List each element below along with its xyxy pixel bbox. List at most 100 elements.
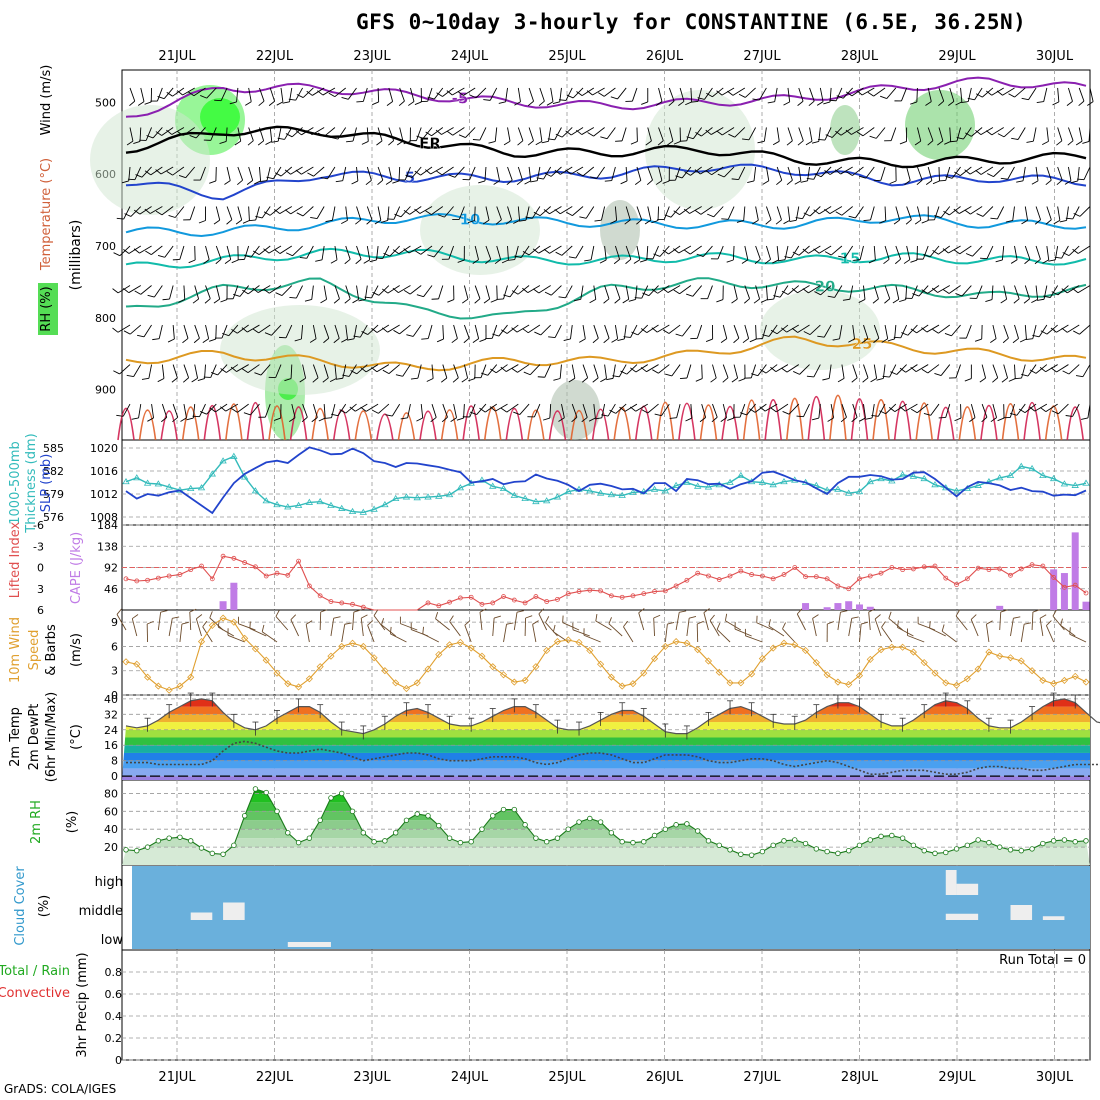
wind-barb (548, 336, 556, 338)
wind-barb (679, 206, 692, 216)
wind10m-barb (516, 610, 524, 613)
wind-barb (199, 411, 207, 415)
wind-barb (496, 245, 502, 260)
wind-barb (581, 127, 595, 135)
wind-barb (873, 285, 879, 300)
wind-barb (399, 324, 411, 335)
wind-speed-marker (208, 621, 216, 629)
wind-barb (765, 364, 778, 374)
wind-barb (144, 101, 152, 105)
wind-barb (166, 170, 173, 176)
wind-speed-marker (456, 638, 464, 646)
wind-barb (571, 416, 578, 423)
wind-barb (416, 417, 423, 422)
wind-speed-marker (327, 652, 335, 660)
wind-speed-marker (284, 680, 292, 688)
wind-barb (990, 217, 998, 220)
wind-barb (598, 92, 605, 97)
wind-barb (969, 417, 976, 423)
wind-barb (372, 101, 379, 106)
rh-band (122, 838, 1090, 848)
rh2m-marker (220, 851, 226, 857)
wind-barb (925, 180, 933, 185)
wind-barb (684, 171, 691, 176)
wind-barb (731, 377, 738, 383)
wind-barb (655, 180, 663, 185)
wind-barb (187, 91, 195, 97)
wind-barb (624, 219, 631, 225)
wind-barb (948, 245, 961, 254)
wind-barb (1079, 206, 1091, 217)
rh2m-marker (619, 839, 625, 845)
wind-barb (119, 364, 131, 375)
warm-contour-line (591, 408, 610, 441)
wind-barb (1028, 87, 1037, 100)
thickness-marker (402, 493, 411, 500)
thickness-tick-label: 585 (43, 442, 64, 455)
wind-barb (884, 206, 887, 221)
wind-barb (394, 213, 402, 218)
wind-barb (416, 127, 422, 141)
wind-speed-marker (1050, 680, 1058, 688)
wind-speed-marker (726, 679, 734, 687)
wind10m-barb (768, 625, 785, 637)
wind-barb (467, 220, 475, 224)
wind-barb (226, 219, 233, 225)
wind-barb (221, 324, 228, 339)
wind10m-barb (868, 612, 871, 631)
wind-barb (134, 166, 142, 180)
thickness-marker (316, 497, 324, 505)
wind-barb (1061, 245, 1069, 259)
wind-barb (485, 245, 492, 260)
upper-temp-label: Temperature (°C) (39, 158, 54, 271)
wind-barb (776, 245, 780, 260)
wind-barb (492, 333, 500, 337)
wind10m-barb (209, 611, 213, 619)
rh2m-marker (597, 819, 604, 825)
wind-barb (701, 127, 713, 137)
warm-contour-line (893, 400, 912, 441)
wind-barb (906, 166, 911, 181)
wind-barb (234, 140, 242, 146)
wind-barb (862, 377, 869, 383)
wind-barb (121, 180, 129, 184)
warm-contour-line (699, 404, 718, 441)
wind-barb (976, 213, 984, 217)
wind-barb (692, 127, 703, 139)
wind-barb (1008, 93, 1015, 98)
wind-barb (275, 364, 282, 378)
wind-barb (436, 170, 443, 176)
wind-barb (265, 140, 272, 145)
wind-barb (818, 404, 821, 419)
wind-barb (600, 136, 608, 140)
wind-barb (1068, 364, 1080, 375)
wind10m-barb (970, 614, 977, 620)
wind-barb (751, 373, 759, 377)
wind-barb (258, 245, 271, 255)
wind10m-barb (756, 622, 774, 631)
rh2m-marker (392, 830, 399, 836)
rh2m-marker (134, 847, 140, 854)
wind-barb (970, 206, 983, 215)
wind-speed-marker (467, 644, 475, 652)
thickness-marker (672, 481, 680, 488)
wind-barb (1026, 140, 1034, 143)
lifted-index-marker (770, 576, 776, 582)
wind-tick-label: 6 (111, 640, 118, 653)
wind-barb (747, 180, 755, 184)
wind-barb (123, 206, 131, 220)
wind10m-barb (1024, 622, 1032, 625)
wind-barb (506, 403, 519, 413)
thickness-marker (704, 483, 713, 490)
wind-barb (549, 404, 552, 419)
warm-contour-line (548, 410, 567, 441)
wind10m-barb (290, 614, 297, 621)
wind-barb (1072, 403, 1080, 417)
wind-barb (334, 285, 340, 299)
wind-barb (274, 208, 281, 215)
wind-barb (1067, 324, 1080, 333)
temp-contour-label: 15 (840, 249, 861, 267)
wind-barb (722, 364, 729, 378)
wind-barb (1065, 217, 1073, 220)
wind-barb (331, 403, 336, 418)
